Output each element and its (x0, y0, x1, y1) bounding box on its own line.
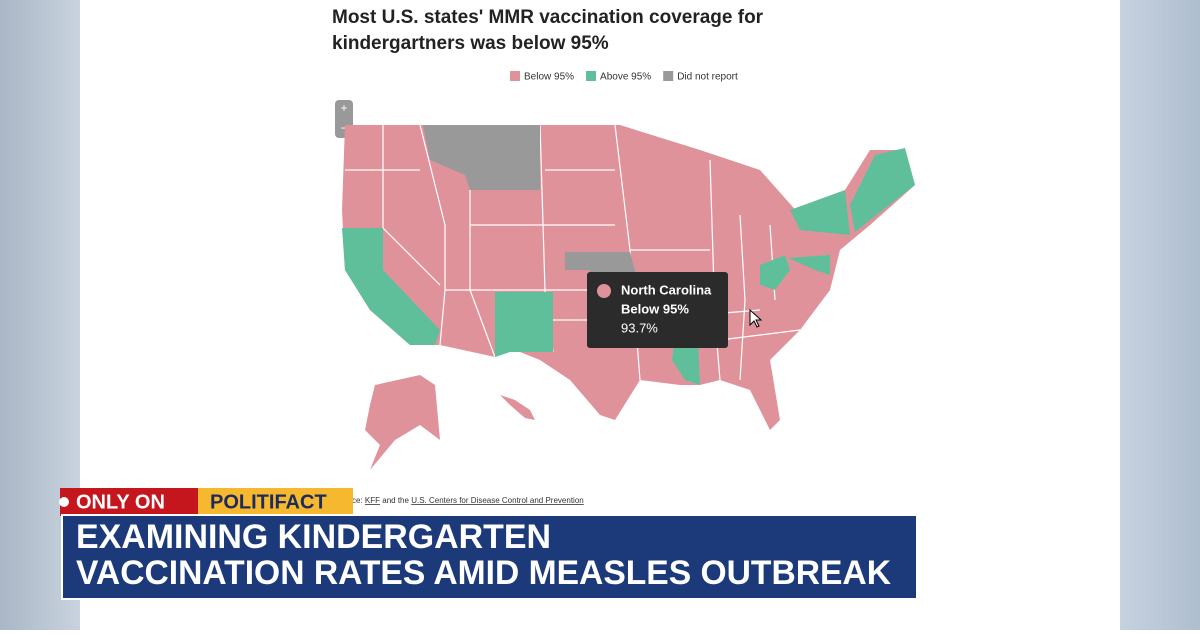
hawaii (500, 395, 535, 420)
state-above (788, 255, 830, 275)
legend-swatch (510, 71, 520, 81)
state-above (342, 228, 440, 345)
legend-swatch (586, 71, 597, 81)
banner-tag: ONLY ON (76, 491, 165, 513)
zoom-out[interactable]: − (340, 121, 347, 135)
source: ce: KFF and the U.S. Centers for Disease… (352, 496, 584, 505)
cursor (749, 308, 763, 328)
zoom-in[interactable]: + (340, 101, 347, 115)
tooltip-state: North Carolina (621, 282, 712, 297)
legend-swatch (663, 71, 674, 81)
headline: EXAMINING KINDERGARTEN (76, 518, 551, 556)
banner-brand: POLITIFACT (210, 491, 327, 513)
tooltip: North Carolina Below 95% 93.7% (587, 272, 728, 348)
legend: Below 95% Above 95% Did not report (510, 71, 738, 83)
state-above (850, 148, 915, 232)
title-line: Most U.S. states' MMR vaccination covera… (332, 7, 764, 28)
headline: VACCINATION RATES AMID MEASLES OUTBREAK (76, 554, 891, 592)
alaska (365, 375, 440, 470)
state-above (760, 255, 790, 290)
state-above (495, 292, 553, 357)
banner: ONLY ON POLITIFACT EXAMINING KINDERGARTE… (59, 488, 918, 600)
tooltip-category: Below 95% (621, 301, 689, 316)
title-line: kindergartners was below 95% (332, 33, 609, 54)
legend-label: Did not report (677, 72, 738, 83)
legend-label: Above 95% (600, 72, 651, 83)
tooltip-value: 93.7% (621, 320, 658, 335)
legend-label: Below 95% (524, 72, 574, 83)
state-no-report (423, 125, 540, 190)
state-above (790, 190, 850, 235)
